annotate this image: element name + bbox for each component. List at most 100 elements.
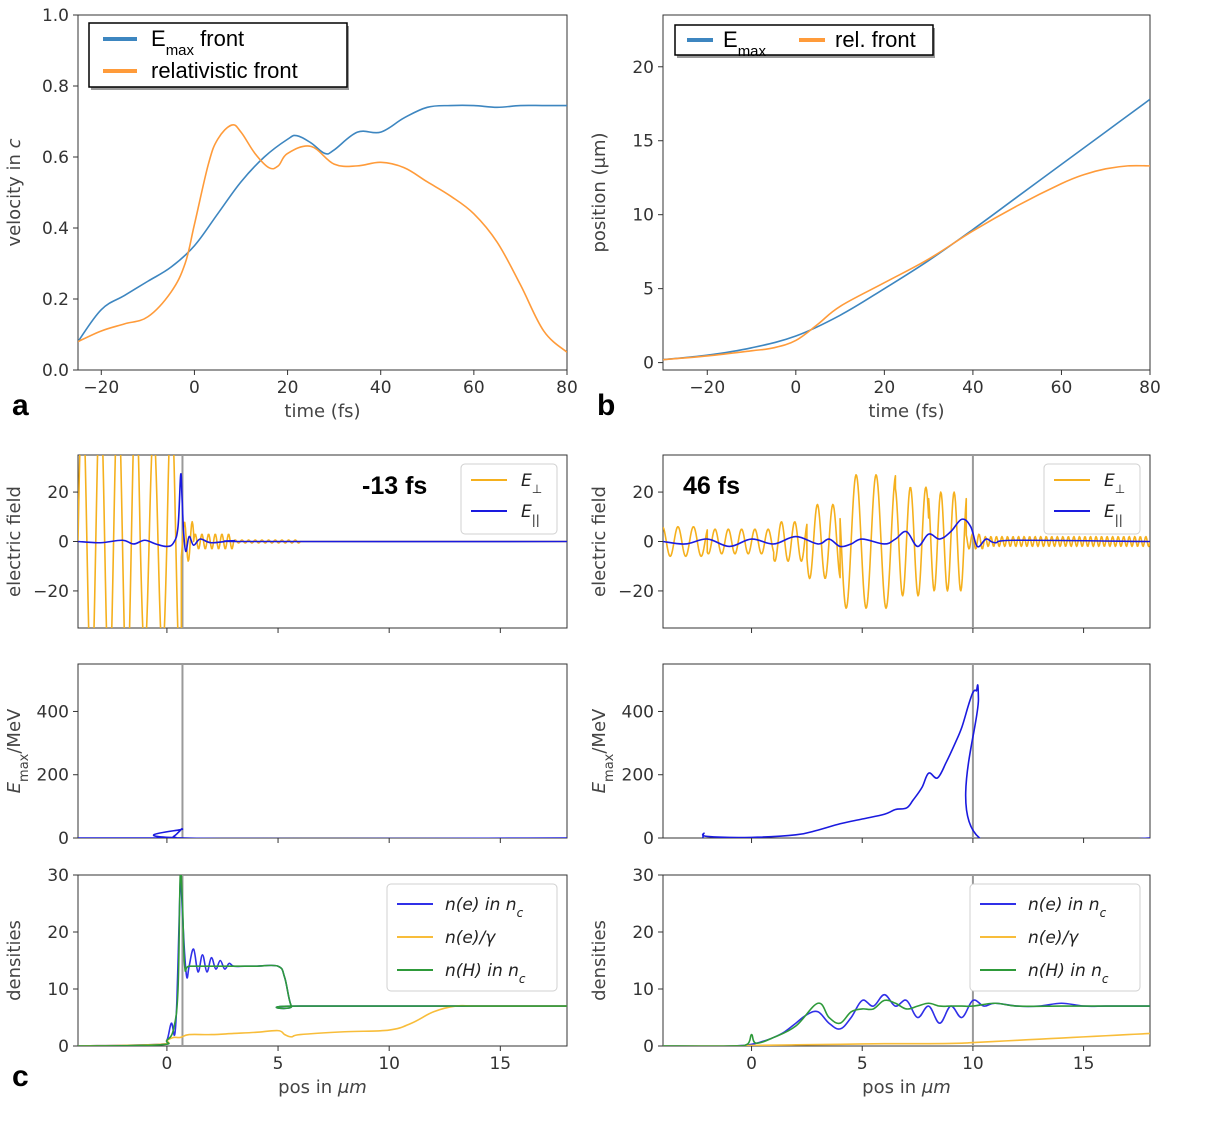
x-tick-label: 0 (746, 1054, 757, 1074)
x-tick-label: 20 (277, 378, 299, 398)
y-tick-label: 1.0 (42, 6, 69, 26)
y-axis-label: electric field (4, 486, 25, 597)
series-line-1 (78, 123, 567, 353)
y-tick-label: 10 (632, 980, 654, 1000)
y-axis-label: densities (4, 920, 25, 1001)
time-label: 46 fs (683, 472, 740, 500)
series-line-1 (663, 164, 1150, 361)
y-tick-label: 20 (632, 58, 654, 78)
series-line-1 (78, 1004, 567, 1046)
legend-box (88, 22, 348, 88)
legend-label: n(H) in nc (1028, 961, 1109, 986)
panel-letter: c (12, 1060, 29, 1093)
x-tick-label: 60 (1051, 378, 1073, 398)
x-axis-label: pos in μm (278, 1077, 367, 1098)
legend-label: E|| (521, 502, 540, 527)
y-tick-label: 0.0 (42, 361, 69, 381)
series-line-0 (663, 993, 1150, 1046)
chart-a: −20 0 20 40 60 80 0.0 0.2 0.4 0.6 0.8 1.0 time (fs) v… (4, 6, 578, 422)
y-tick-label: 5 (643, 280, 654, 300)
y-tick-label: 20 (47, 483, 69, 503)
chart-c_dens_right: 0 5 10 15 0 10 20 30 pos in μm densities n(e) in n… (589, 866, 1151, 1098)
legend-label: Emax (723, 27, 767, 60)
y-tick-label: 20 (47, 923, 69, 943)
x-tick-label: 60 (463, 378, 485, 398)
axes-frame (77, 663, 568, 839)
x-axis-label: time (fs) (868, 401, 944, 422)
panel-letter: b (597, 389, 615, 422)
y-tick-label: 20 (632, 483, 654, 503)
y-tick-label: 10 (47, 980, 69, 1000)
y-tick-label: 0 (643, 533, 654, 553)
axes-frame (662, 663, 1151, 839)
y-tick-label: 400 (622, 702, 654, 722)
x-tick-label: 15 (1073, 1054, 1095, 1074)
y-tick-label: 0.4 (42, 219, 69, 239)
axes-frame (77, 874, 568, 1047)
x-tick-label: 40 (370, 378, 392, 398)
plot-area (663, 98, 1150, 361)
y-tick-label: 0 (643, 354, 654, 374)
legend: n(e) in nc n(e)/γ n(H) in nc (386, 883, 558, 992)
legend-label: Emax front (151, 26, 244, 59)
x-tick-label: 10 (378, 1054, 400, 1074)
legend-label: n(e) in nc (445, 895, 524, 920)
legend-label: E⊥ (1104, 471, 1125, 496)
x-tick-label: 15 (489, 1054, 511, 1074)
chart-c_field_right: −20 0 20 electric field 46 fs E⊥ E|| (589, 454, 1151, 633)
legend-label: relativistic front (151, 58, 298, 83)
axes-frame (77, 14, 568, 371)
series-line-2 (78, 875, 567, 1046)
y-axis-label: Emax/MeV (589, 708, 617, 793)
y-axis-label: Emax/MeV (4, 708, 32, 793)
legend-box (969, 883, 1141, 992)
legend-box (1043, 463, 1141, 535)
series-line-0 (78, 104, 567, 343)
y-tick-label: 0 (58, 829, 69, 849)
axes-frame (662, 14, 1151, 371)
time-label: -13 fs (362, 472, 427, 500)
x-tick-label: 20 (874, 378, 896, 398)
y-tick-label: 400 (37, 702, 69, 722)
series-line-0 (663, 473, 1150, 610)
y-tick-label: 0 (58, 533, 69, 553)
panel-letter: a (12, 389, 29, 422)
legend: n(e) in nc n(e)/γ n(H) in nc (969, 883, 1141, 992)
series-line-0 (78, 828, 567, 838)
chart-c_field_left: −20 0 20 electric field -13 fs E⊥ E|| (4, 454, 568, 633)
y-tick-label: 0 (58, 1037, 69, 1057)
y-tick-label: 30 (47, 866, 69, 886)
y-tick-label: 10 (632, 206, 654, 226)
x-tick-label: 0 (189, 378, 200, 398)
y-tick-label: 200 (37, 766, 69, 786)
x-tick-label: 0 (790, 378, 801, 398)
y-tick-label: 0 (643, 829, 654, 849)
chart-c_dens_left: 0 5 10 15 0 10 20 30 pos in μm densities c n(e) in … (4, 866, 568, 1098)
plot-area (663, 473, 1150, 610)
y-tick-label: 15 (632, 132, 654, 152)
y-axis-label: position (μm) (589, 132, 610, 252)
y-tick-label: 30 (632, 866, 654, 886)
plot-area (701, 684, 1150, 838)
y-tick-label: 0 (643, 1037, 654, 1057)
y-tick-label: −20 (618, 582, 654, 602)
series-line-1 (663, 518, 1150, 548)
plot-area (78, 828, 567, 838)
legend-box (460, 463, 558, 535)
legend: E⊥ E|| (460, 463, 558, 535)
series-line-2 (663, 999, 1150, 1046)
plot-area (78, 455, 567, 628)
x-tick-label: 0 (161, 1054, 172, 1074)
y-tick-label: −20 (33, 582, 69, 602)
axes-frame (662, 874, 1151, 1047)
x-tick-label: 5 (273, 1054, 284, 1074)
y-axis-label: velocity in c (4, 138, 25, 246)
legend-label: n(e)/γ (445, 928, 496, 948)
y-tick-label: 0.6 (42, 148, 69, 168)
x-axis-label: time (fs) (284, 401, 360, 422)
series-line-1 (78, 472, 567, 553)
series-line-1 (663, 1032, 1150, 1046)
